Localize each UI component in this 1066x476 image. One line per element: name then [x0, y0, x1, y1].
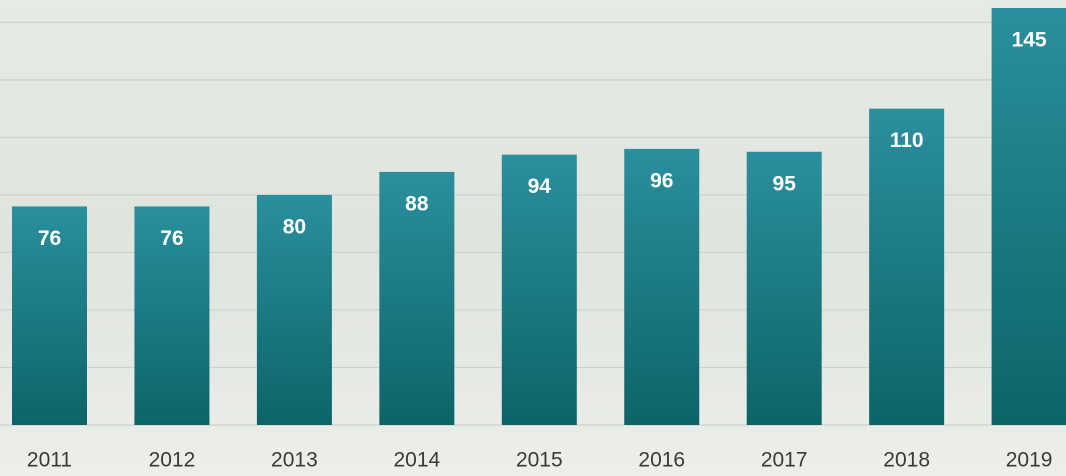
x-tick-label: 2017 [761, 449, 808, 472]
value-label: 95 [773, 172, 797, 195]
x-tick-label: 2012 [149, 449, 196, 472]
x-tick-label: 2014 [393, 449, 440, 472]
x-tick-label: 2015 [516, 449, 563, 472]
value-label: 76 [160, 227, 183, 250]
x-tick-label: 2019 [1006, 449, 1053, 472]
x-tick-label: 2011 [27, 449, 72, 472]
value-label: 76 [38, 227, 61, 250]
value-label: 110 [890, 129, 924, 152]
chart: 76 2011 76 2012 80 2013 88 2014 94 2015 96 2016 95 20… [0, 0, 1066, 476]
page: 76 2011 76 2012 80 2013 88 2014 94 2015 96 2016 95 20… [0, 0, 1066, 476]
x-tick-label: 2016 [638, 449, 685, 472]
value-label: 145 [1012, 29, 1047, 52]
x-tick-label: 2013 [271, 449, 318, 472]
value-label: 94 [528, 175, 552, 198]
bar [992, 8, 1066, 425]
value-label: 80 [283, 215, 306, 238]
value-label: 96 [650, 169, 673, 192]
bar [869, 109, 944, 425]
value-label: 88 [405, 192, 429, 215]
x-tick-label: 2018 [883, 449, 930, 472]
